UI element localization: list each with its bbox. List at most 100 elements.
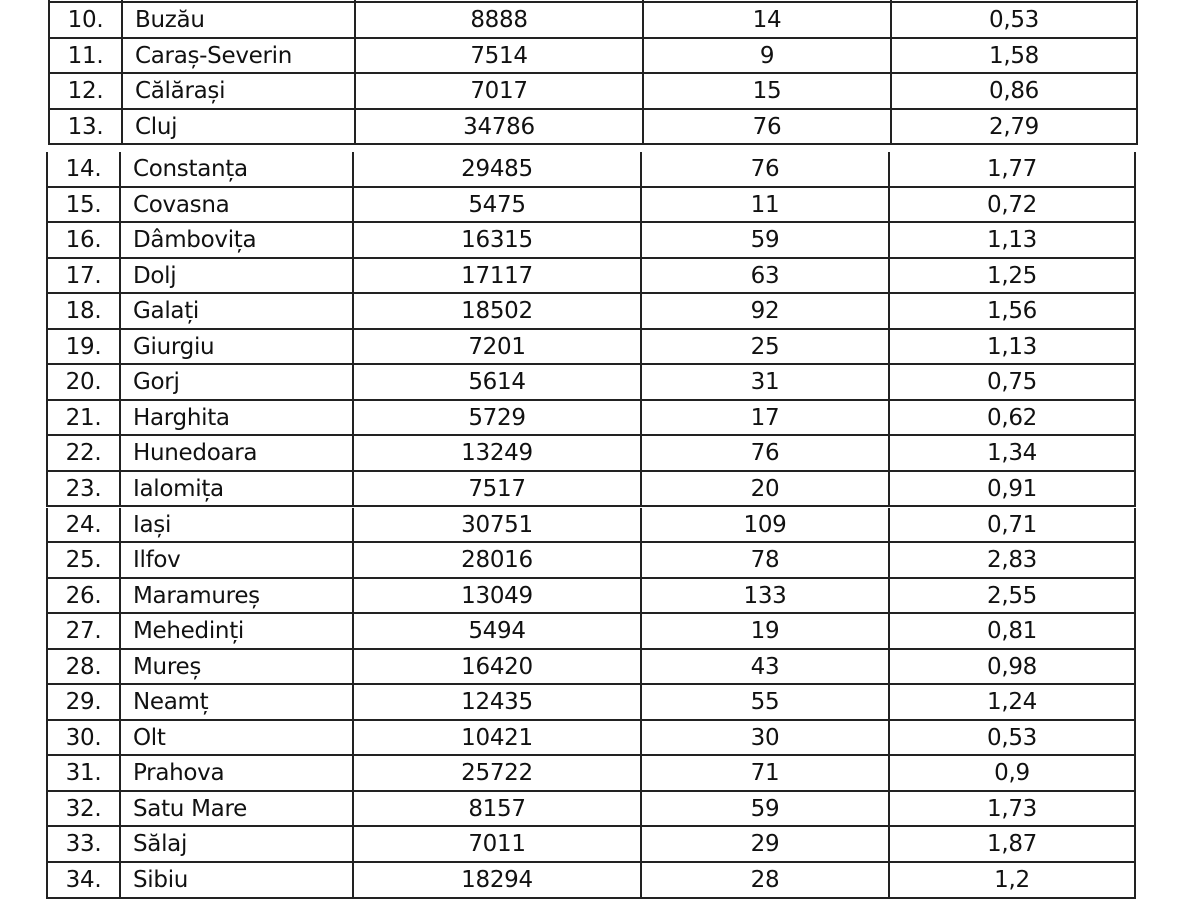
row-number: 30. xyxy=(46,720,119,755)
row-number: 26. xyxy=(46,578,119,613)
county-name: Caraș-Severin xyxy=(121,38,354,72)
table-row: 24. Iași 30751 109 0,71 xyxy=(46,507,1136,544)
table-row: 27. Mehedinți 5494 19 0,81 xyxy=(46,614,1136,650)
value-col3: 5475 xyxy=(352,187,640,222)
value-col3: 16420 xyxy=(352,649,640,684)
value-col5: 0,62 xyxy=(888,400,1136,435)
table-bottom: 14. Constanța 29485 76 1,77 15. Covasna 5475 11 0… xyxy=(46,152,1136,900)
value-col5: 0,53 xyxy=(888,720,1136,755)
row-number: 14. xyxy=(46,152,119,186)
county-name: Cluj xyxy=(121,109,354,143)
value-col4: 20 xyxy=(640,471,888,506)
table-row: 33. Sălaj 7011 29 1,87 xyxy=(46,827,1136,863)
table-row: 21. Harghita 5729 17 0,62 xyxy=(46,400,1136,437)
county-name: Covasna xyxy=(119,187,352,222)
row-number: 12. xyxy=(48,74,121,108)
value-col3: 18502 xyxy=(352,294,640,328)
value-col3: 7011 xyxy=(352,827,640,861)
value-col4: 11 xyxy=(640,187,888,222)
value-col5: 0,72 xyxy=(888,187,1136,222)
table-row: 17. Dolj 17117 63 1,25 xyxy=(46,258,1136,295)
value-col4: 63 xyxy=(640,258,888,293)
county-name: Constanța xyxy=(119,152,352,186)
value-col4: 9 xyxy=(642,38,890,72)
value-col3: 18294 xyxy=(352,863,640,897)
county-name: Olt xyxy=(119,720,352,755)
county-name: Dâmbovița xyxy=(119,223,352,257)
value-col3: 5494 xyxy=(352,614,640,648)
value-col4: 15 xyxy=(642,74,890,108)
row-number: 10. xyxy=(48,3,121,37)
table-row: 20. Gorj 5614 31 0,75 xyxy=(46,365,1136,401)
table-row: 28. Mureș 16420 43 0,98 xyxy=(46,649,1136,686)
value-col3: 25722 xyxy=(352,756,640,790)
row-number: 32. xyxy=(46,791,119,826)
value-col5: 1,25 xyxy=(888,258,1136,293)
value-col5: 0,71 xyxy=(888,507,1136,542)
table-cell xyxy=(48,0,121,1)
county-name: Harghita xyxy=(119,400,352,435)
value-col5: 1,13 xyxy=(888,329,1136,364)
county-name: Mureș xyxy=(119,649,352,684)
table-row: 31. Prahova 25722 71 0,9 xyxy=(46,756,1136,792)
row-number: 27. xyxy=(46,614,119,648)
value-col3: 17117 xyxy=(352,258,640,293)
value-col5: 1,73 xyxy=(888,791,1136,826)
row-number: 20. xyxy=(46,365,119,399)
value-col3: 8888 xyxy=(354,3,642,37)
row-number: 23. xyxy=(46,471,119,506)
table-cell xyxy=(642,0,890,1)
value-col4: 59 xyxy=(640,223,888,257)
county-name: Dolj xyxy=(119,258,352,293)
county-name: Ialomița xyxy=(119,471,352,506)
value-col4: 31 xyxy=(640,365,888,399)
table-row: 26. Maramureș 13049 133 2,55 xyxy=(46,578,1136,615)
county-name: Gorj xyxy=(119,365,352,399)
table-row: 15. Covasna 5475 11 0,72 xyxy=(46,187,1136,224)
value-col3: 8157 xyxy=(352,791,640,826)
row-number: 31. xyxy=(46,756,119,790)
value-col5: 1,87 xyxy=(888,827,1136,861)
table-cell xyxy=(354,0,642,1)
table-top: 10. Buzău 8888 14 0,53 11. Caraș-Severin 7514 9 1… xyxy=(48,0,1138,147)
value-col4: 71 xyxy=(640,756,888,790)
value-col5: 0,81 xyxy=(888,614,1136,648)
table-row: 13. Cluj 34786 76 2,79 xyxy=(48,109,1138,145)
value-col4: 109 xyxy=(640,507,888,542)
value-col5: 1,2 xyxy=(888,863,1136,897)
row-number: 29. xyxy=(46,685,119,719)
table-row: 12. Călărași 7017 15 0,86 xyxy=(48,74,1138,110)
value-col4: 43 xyxy=(640,649,888,684)
value-col4: 28 xyxy=(640,863,888,897)
table-row: 16. Dâmbovița 16315 59 1,13 xyxy=(46,223,1136,259)
value-col3: 5729 xyxy=(352,400,640,435)
table-row-partial xyxy=(48,0,1138,3)
table-row: 23. Ialomița 7517 20 0,91 xyxy=(46,471,1136,508)
table-cell xyxy=(890,0,1138,1)
county-name: Călărași xyxy=(121,74,354,108)
value-col5: 0,98 xyxy=(888,649,1136,684)
row-number: 13. xyxy=(48,109,121,143)
value-col3: 30751 xyxy=(352,507,640,542)
value-col3: 7017 xyxy=(354,74,642,108)
county-name: Prahova xyxy=(119,756,352,790)
row-number: 21. xyxy=(46,400,119,435)
table-row: 32. Satu Mare 8157 59 1,73 xyxy=(46,791,1136,828)
value-col4: 92 xyxy=(640,294,888,328)
value-col5: 1,13 xyxy=(888,223,1136,257)
value-col3: 13049 xyxy=(352,578,640,613)
value-col4: 14 xyxy=(642,3,890,37)
value-col5: 0,53 xyxy=(890,3,1138,37)
value-col3: 7514 xyxy=(354,38,642,72)
value-col4: 17 xyxy=(640,400,888,435)
row-number: 24. xyxy=(46,507,119,542)
value-col5: 2,83 xyxy=(888,543,1136,577)
value-col5: 0,91 xyxy=(888,471,1136,506)
table-row: 19. Giurgiu 7201 25 1,13 xyxy=(46,329,1136,366)
value-col3: 28016 xyxy=(352,543,640,577)
value-col3: 7517 xyxy=(352,471,640,506)
value-col5: 0,9 xyxy=(888,756,1136,790)
value-col3: 34786 xyxy=(354,109,642,143)
value-col3: 29485 xyxy=(352,152,640,186)
county-name: Iași xyxy=(119,507,352,542)
